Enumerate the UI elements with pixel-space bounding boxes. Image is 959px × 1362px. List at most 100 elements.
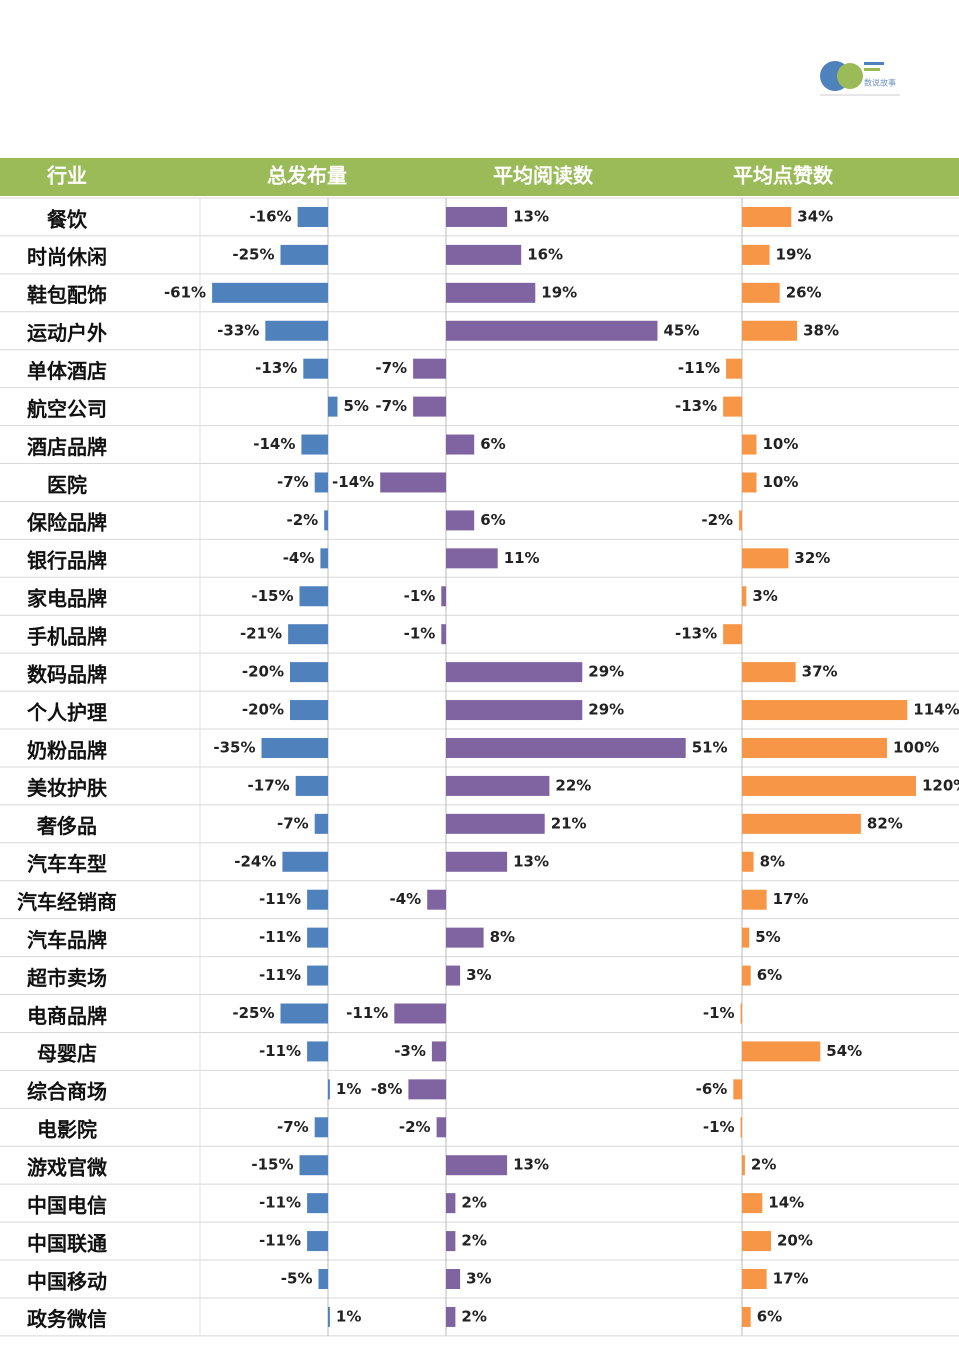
logo-text: 数说故事 bbox=[864, 78, 896, 88]
bar bbox=[413, 396, 446, 417]
bar bbox=[739, 510, 742, 531]
bar bbox=[742, 775, 916, 796]
bar bbox=[446, 851, 508, 872]
category-label: 单体酒店 bbox=[27, 359, 107, 383]
bar bbox=[295, 775, 328, 796]
bar bbox=[742, 927, 750, 948]
category-label: 电影院 bbox=[37, 1118, 97, 1142]
value-label: -1% bbox=[703, 1118, 735, 1136]
bar bbox=[265, 320, 328, 341]
logo-mark bbox=[864, 68, 880, 71]
value-label: -4% bbox=[283, 549, 315, 567]
bar bbox=[446, 1193, 456, 1214]
value-label: -11% bbox=[259, 890, 301, 908]
value-label: 3% bbox=[466, 966, 491, 984]
bar bbox=[394, 1003, 446, 1024]
bar bbox=[324, 510, 328, 531]
value-label: 45% bbox=[664, 321, 700, 339]
bar bbox=[446, 434, 475, 455]
bar bbox=[742, 851, 754, 872]
value-label: 38% bbox=[803, 321, 839, 339]
category-label: 政务微信 bbox=[27, 1307, 107, 1331]
bar bbox=[427, 889, 446, 910]
value-label: 100% bbox=[893, 738, 939, 756]
bar bbox=[280, 244, 328, 265]
bar bbox=[307, 965, 328, 986]
bar bbox=[446, 775, 550, 796]
value-label: -15% bbox=[251, 587, 293, 605]
category-label: 时尚休闲 bbox=[27, 245, 107, 269]
value-label: -7% bbox=[277, 814, 309, 832]
bar bbox=[742, 1155, 745, 1176]
value-label: -1% bbox=[404, 587, 436, 605]
bar bbox=[431, 1041, 446, 1062]
bar bbox=[307, 1231, 328, 1252]
header-bar bbox=[0, 158, 959, 196]
bar bbox=[742, 244, 770, 265]
value-label: -24% bbox=[234, 852, 276, 870]
value-label: -33% bbox=[217, 321, 259, 339]
bar bbox=[742, 434, 757, 455]
bar bbox=[314, 472, 328, 493]
value-label: 29% bbox=[588, 663, 624, 681]
value-label: -11% bbox=[259, 1042, 301, 1060]
value-label: 5% bbox=[344, 397, 369, 415]
value-label: -11% bbox=[259, 928, 301, 946]
value-label: -35% bbox=[213, 738, 255, 756]
bar bbox=[446, 282, 536, 303]
value-label: 17% bbox=[773, 1270, 809, 1288]
value-label: -4% bbox=[389, 890, 421, 908]
value-label: 2% bbox=[751, 1156, 776, 1174]
value-label: -7% bbox=[277, 473, 309, 491]
bar bbox=[446, 737, 686, 758]
value-label: 8% bbox=[760, 852, 785, 870]
category-label: 奶粉品牌 bbox=[27, 738, 107, 762]
bar bbox=[328, 1079, 330, 1100]
category-label: 母婴店 bbox=[37, 1042, 97, 1066]
value-label: -20% bbox=[242, 663, 284, 681]
series-header: 平均阅读数 bbox=[493, 164, 594, 188]
value-label: -14% bbox=[253, 435, 295, 453]
value-label: -20% bbox=[242, 701, 284, 719]
value-label: -13% bbox=[675, 625, 717, 643]
bar bbox=[723, 624, 742, 645]
bar bbox=[733, 1079, 742, 1100]
bar bbox=[314, 813, 328, 834]
bar bbox=[446, 244, 522, 265]
bar bbox=[318, 1269, 328, 1290]
bar bbox=[288, 624, 328, 645]
bar bbox=[446, 927, 484, 948]
value-label: 16% bbox=[527, 245, 563, 263]
bar bbox=[290, 662, 328, 683]
category-label: 家电品牌 bbox=[27, 587, 107, 611]
series-header: 总发布量 bbox=[267, 164, 347, 188]
category-label: 综合商场 bbox=[27, 1080, 107, 1104]
bar bbox=[408, 1079, 446, 1100]
value-label: 19% bbox=[541, 283, 577, 301]
logo: 数说故事 bbox=[820, 61, 900, 96]
value-label: -14% bbox=[332, 473, 374, 491]
value-label: 6% bbox=[480, 435, 505, 453]
bar bbox=[446, 1306, 456, 1327]
bar bbox=[742, 282, 780, 303]
value-label: 17% bbox=[773, 890, 809, 908]
bar bbox=[436, 1117, 446, 1138]
bar bbox=[742, 1193, 763, 1214]
bar bbox=[314, 1117, 328, 1138]
category-label: 电商品牌 bbox=[27, 1004, 107, 1028]
value-label: -6% bbox=[696, 1080, 728, 1098]
value-label: -7% bbox=[277, 1118, 309, 1136]
value-label: -2% bbox=[286, 511, 318, 529]
category-label: 鞋包配饰 bbox=[27, 283, 107, 307]
category-label: 餐饮 bbox=[47, 207, 88, 231]
value-label: 11% bbox=[504, 549, 540, 567]
bar bbox=[740, 1117, 742, 1138]
bar bbox=[446, 700, 583, 721]
bar bbox=[282, 851, 328, 872]
value-label: 1% bbox=[336, 1080, 361, 1098]
bar bbox=[742, 662, 796, 683]
category-label: 汽车车型 bbox=[27, 852, 107, 876]
bar bbox=[301, 434, 328, 455]
value-label: -16% bbox=[249, 207, 291, 225]
